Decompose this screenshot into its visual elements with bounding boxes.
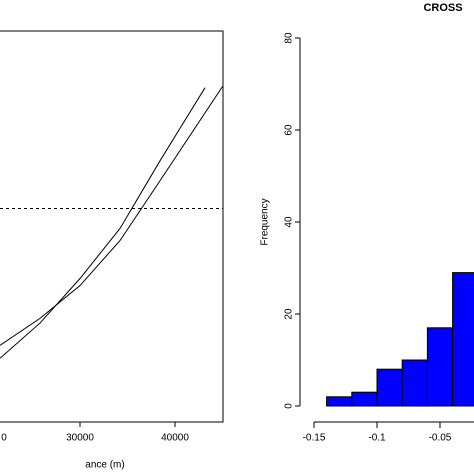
x-tick-label: -0.05 bbox=[429, 433, 452, 444]
histogram-bar bbox=[326, 396, 353, 407]
plot-box bbox=[0, 30, 224, 423]
x-tick-label: -0.1 bbox=[368, 433, 386, 444]
histogram-bar bbox=[351, 391, 378, 407]
histogram-bar bbox=[401, 359, 428, 407]
y-axis-label: Frequency bbox=[260, 198, 271, 245]
y-tick-label: 60 bbox=[284, 124, 295, 136]
y-tick-label: 80 bbox=[284, 32, 295, 44]
x-axis-label: ance (m) bbox=[85, 460, 124, 471]
histogram-bar bbox=[452, 272, 474, 407]
y-tick-label: 20 bbox=[284, 308, 295, 320]
line-series bbox=[0, 85, 224, 346]
y-tick-label: 40 bbox=[284, 216, 295, 228]
histogram-bar bbox=[426, 327, 454, 407]
x-tick-label: 40000 bbox=[161, 433, 189, 444]
histogram-bar bbox=[376, 368, 403, 407]
x-tick-label: 0 bbox=[1, 433, 7, 444]
y-tick-label: 0 bbox=[284, 403, 295, 409]
line-series bbox=[0, 87, 206, 359]
x-tick-label: 30000 bbox=[66, 433, 94, 444]
chart-title: CROSS bbox=[423, 2, 462, 14]
x-tick-label: -0.15 bbox=[303, 433, 326, 444]
